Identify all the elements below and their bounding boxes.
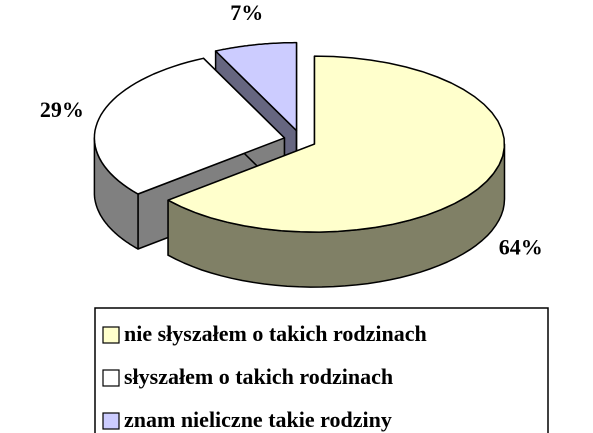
legend-swatch [102,369,120,387]
slice [214,41,298,132]
data-label: 64% [499,235,543,260]
legend-label: znam nieliczne takie rodziny [124,407,392,432]
slice [93,57,286,195]
legend-label: nie słyszałem o takich rodzinach [124,321,427,346]
legend-box [94,307,549,433]
legend-swatch [102,412,120,430]
slice [167,55,506,233]
pie: 64% 29% 7% [40,0,543,288]
data-label: 7% [230,0,263,25]
legend: nie słyszałem o takich rodzinach słyszałe… [102,321,427,432]
legend-swatch [102,326,120,344]
data-label: 29% [40,97,84,122]
legend-label: słyszałem o takich rodzinach [124,364,393,389]
